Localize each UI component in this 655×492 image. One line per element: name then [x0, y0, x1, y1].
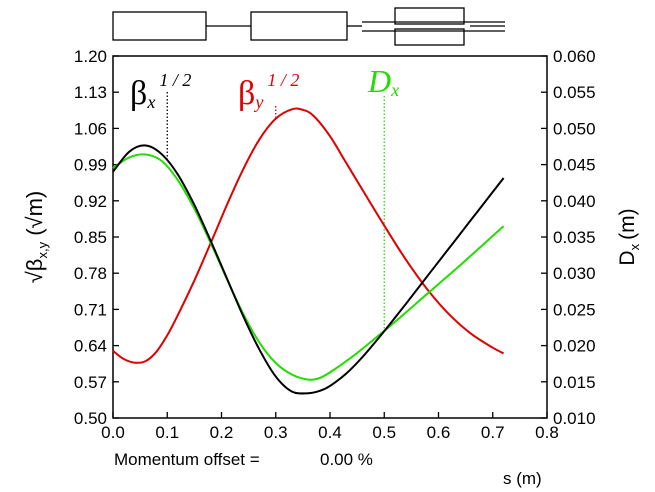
y-right-axis-label: Dx (m): [616, 208, 642, 265]
y-right-tick-label-7: 0.045: [553, 156, 596, 175]
y-left-tick-label-7: 0.99: [74, 156, 107, 175]
label-beta-y-sup: 1 / 2: [267, 70, 299, 90]
y-right-tick-label-8: 0.050: [553, 119, 596, 138]
x-tick-label-0: 0.0: [101, 423, 125, 442]
y-right-label-sub: x: [627, 243, 642, 250]
y-left-label-main: β: [22, 259, 47, 272]
y-left-tick-label-0: 0.50: [74, 409, 107, 428]
label-dx: Dx: [367, 63, 399, 100]
y-left-label-open: (√: [22, 215, 47, 241]
series-line-dx: [112, 153, 505, 381]
x-tick-label-8: 0.8: [535, 423, 559, 442]
marker-lines: [166, 92, 385, 331]
axis-ticks: [112, 55, 548, 419]
y-left-tick-label-2: 0.64: [74, 337, 107, 356]
y-left-tick-label-1: 0.57: [74, 373, 107, 392]
lattice-magnet-1: [112, 11, 207, 41]
lattice-magnet-2: [250, 11, 348, 41]
y-right-tick-label-3: 0.025: [553, 300, 596, 319]
label-dx-sub: x: [390, 80, 399, 100]
label-beta-x-sup: 1 / 2: [159, 70, 191, 90]
x-tick-label-7: 0.7: [481, 423, 505, 442]
x-tick-label-6: 0.6: [427, 423, 451, 442]
y-left-label-sqrt: √: [22, 270, 47, 283]
series-curves: [112, 107, 505, 395]
y-left-tick-label-10: 1.20: [74, 47, 107, 66]
y-right-tick-label-1: 0.015: [553, 373, 596, 392]
label-beta-x: βx1 / 2: [130, 70, 191, 112]
lattice-quad-top: [394, 7, 465, 25]
plot-frame: [112, 55, 548, 419]
y-left-label-close: ): [22, 191, 47, 198]
series-line-beta-y: [112, 107, 505, 364]
y-right-tick-label-9: 0.055: [553, 83, 596, 102]
label-beta-y-sub: y: [253, 92, 263, 112]
y-left-tick-label-9: 1.13: [74, 83, 107, 102]
axis-tick-labels: 0.0 0.1 0.2 0.3 0.4 0.5 0.6 0.7 0.8 0.50 0.57 0.64 0…: [74, 47, 596, 442]
lattice-quad-bottom: [394, 28, 465, 46]
series-line-beta-x: [112, 144, 505, 395]
y-right-tick-label-5: 0.035: [553, 228, 596, 247]
y-left-tick-label-3: 0.71: [74, 300, 107, 319]
label-beta-x-main: β: [130, 75, 147, 112]
x-tick-label-3: 0.3: [264, 423, 288, 442]
x-tick-label-1: 0.1: [155, 423, 179, 442]
y-right-label-unit: (m): [616, 208, 639, 239]
momentum-offset-label: Momentum offset =: [114, 450, 260, 469]
y-left-label-sub: x,y: [35, 241, 50, 258]
y-right-tick-label-4: 0.030: [553, 264, 596, 283]
y-right-tick-label-6: 0.040: [553, 192, 596, 211]
label-dx-main: D: [367, 63, 391, 99]
svg-text:√βx,y (√m): √βx,y (√m): [22, 191, 50, 284]
y-left-tick-label-5: 0.85: [74, 228, 107, 247]
label-beta-x-sub: x: [146, 92, 155, 112]
y-right-tick-label-10: 0.060: [553, 47, 596, 66]
y-left-tick-label-8: 1.06: [74, 119, 107, 138]
lattice-diagram: [112, 7, 505, 46]
y-left-tick-label-6: 0.92: [74, 192, 107, 211]
label-beta-y: βy1 / 2: [238, 70, 299, 112]
y-left-tick-label-4: 0.78: [74, 264, 107, 283]
y-right-label-main: D: [616, 250, 639, 265]
x-tick-label-2: 0.2: [210, 423, 234, 442]
x-axis-label: s (m): [503, 469, 542, 488]
momentum-offset-value: 0.00 %: [320, 450, 373, 469]
y-left-label-unit: m: [22, 198, 47, 216]
svg-text:Dx(m): Dx (m): [616, 208, 642, 265]
y-right-tick-label-2: 0.020: [553, 337, 596, 356]
x-tick-label-4: 0.4: [318, 423, 342, 442]
label-beta-y-main: β: [238, 75, 255, 112]
y-left-axis-label: √βx,y (√m): [22, 191, 50, 284]
y-right-tick-label-0: 0.010: [553, 409, 596, 428]
x-tick-label-5: 0.5: [372, 423, 396, 442]
